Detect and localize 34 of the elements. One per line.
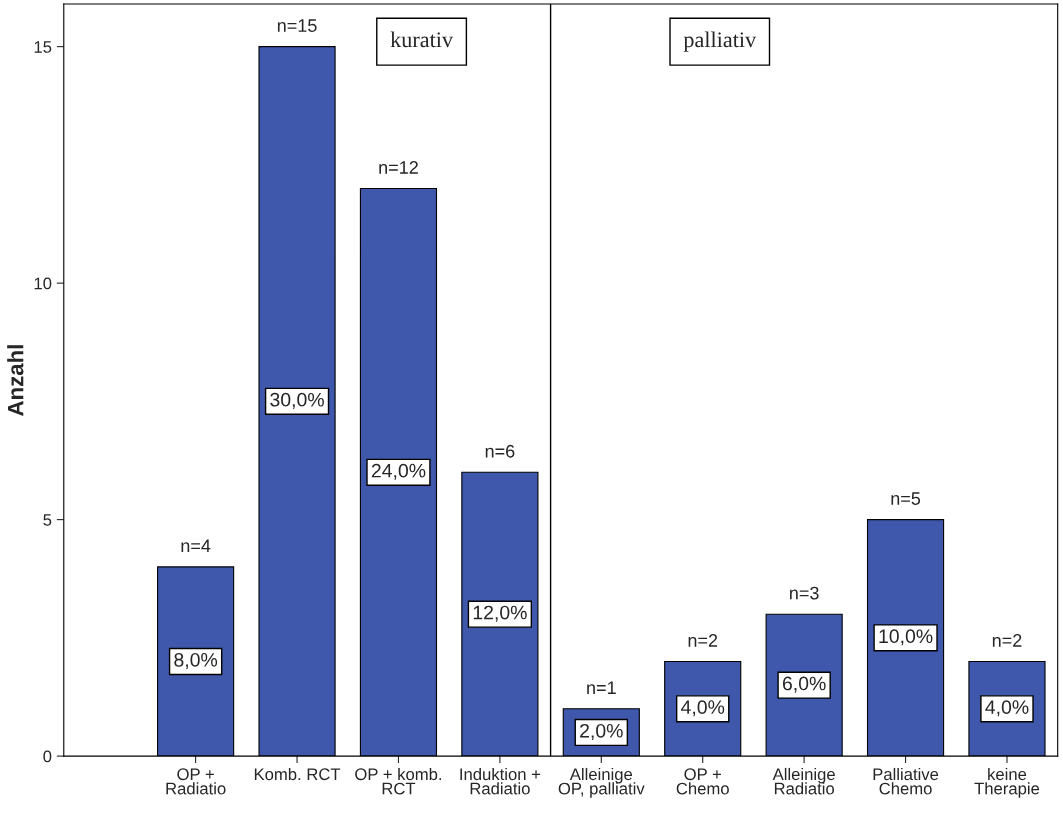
- y-tick-label: 15: [34, 41, 52, 53]
- data-label: n=6: [485, 444, 515, 458]
- x-tick-label: keine Therapie: [974, 767, 1040, 798]
- data-label: n=15: [277, 19, 317, 32]
- x-tick-label: Komb. RCT: [254, 767, 341, 781]
- annotation: 30,0%: [270, 392, 324, 409]
- annotation: 6,0%: [782, 676, 826, 693]
- data-label: n=2: [688, 634, 718, 647]
- data-label: n=5: [891, 492, 921, 505]
- annotation: 4,0%: [681, 700, 725, 717]
- annotation: 4,0%: [985, 700, 1029, 717]
- annotation: 12,0%: [473, 605, 527, 622]
- y-tick-label: 10: [34, 277, 52, 290]
- x-tick-label: Induktion + Radiatio: [460, 767, 541, 795]
- x-tick-label: OP + Chemo: [676, 768, 729, 795]
- data-label: n=2: [992, 634, 1022, 647]
- annotation: 24,0%: [371, 463, 426, 480]
- annotation: 2,0%: [580, 723, 623, 740]
- annotation: 8,0%: [174, 652, 218, 670]
- x-tick-label: Alleinige Radiatio: [772, 767, 835, 795]
- annotation: kurativ: [390, 31, 454, 48]
- data-label: n=3: [790, 586, 819, 600]
- y-axis-title: Anzahl: [7, 345, 24, 416]
- data-label: n=4: [181, 539, 211, 553]
- x-tick-label: OP + komb. RCT: [355, 767, 442, 795]
- y-tick-label: 5: [43, 514, 52, 526]
- annotation: palliativ: [683, 31, 757, 52]
- x-tick-label: Alleinige OP, palliativ: [558, 767, 645, 798]
- x-tick-label: OP + Radiatio: [166, 768, 226, 795]
- x-tick-label: Palliative Chemo: [873, 767, 939, 795]
- data-label: n=1: [587, 681, 616, 694]
- annotation: 10,0%: [879, 629, 933, 646]
- y-tick-label: 0: [43, 750, 52, 763]
- data-label: n=12: [379, 161, 418, 174]
